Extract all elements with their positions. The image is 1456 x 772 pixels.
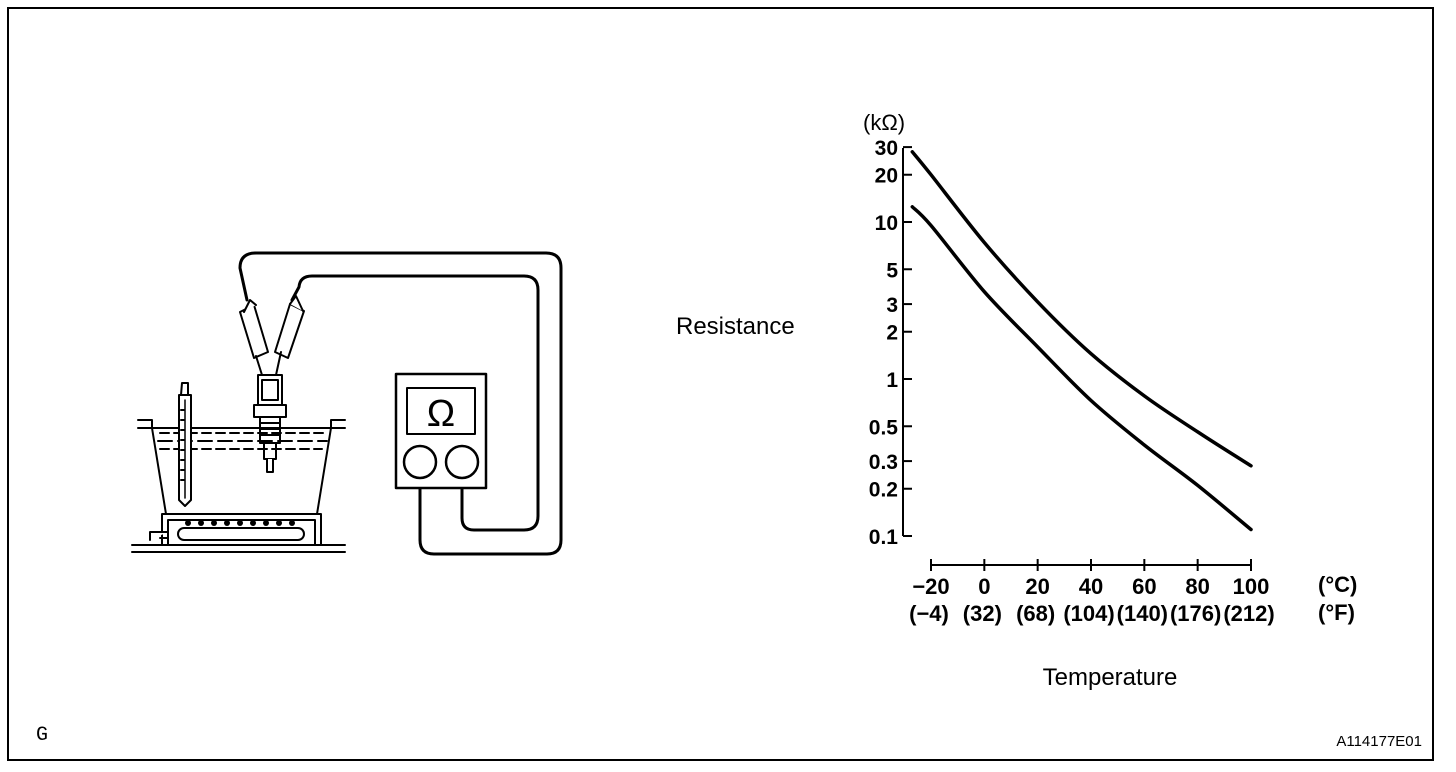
x-axis-title: Temperature <box>1043 664 1178 691</box>
x-tick-label-celsius: 20 <box>1025 574 1049 599</box>
lower-limit-curve <box>910 205 1253 532</box>
y-tick-label: 30 <box>875 137 898 160</box>
ohm-symbol: Ω <box>427 393 455 435</box>
y-tick-label: 0.1 <box>869 526 899 549</box>
x-tick-label-fahrenheit: (32) <box>963 601 1002 626</box>
figure-id: A114177E01 <box>1336 733 1422 750</box>
y-tick-label: 0.2 <box>869 479 898 502</box>
x-tick-label-fahrenheit: (212) <box>1223 601 1274 626</box>
x-tick-label-fahrenheit: (68) <box>1016 601 1055 626</box>
figure-frame <box>7 7 1434 761</box>
x-tick-label-fahrenheit: (104) <box>1063 601 1114 626</box>
x-tick-label-celsius: 0 <box>978 574 990 599</box>
x-tick-label-celsius: 40 <box>1079 574 1103 599</box>
y-tick-label: 2 <box>886 322 898 345</box>
probe-handles <box>239 295 305 376</box>
y-tick-label: 0.3 <box>869 451 898 474</box>
x-tick-label-fahrenheit: (176) <box>1170 601 1221 626</box>
test-leads <box>238 251 563 556</box>
y-tick-label: 10 <box>875 212 898 235</box>
x-tick-label-celsius: 80 <box>1185 574 1209 599</box>
ohmmeter <box>394 372 488 490</box>
y-axis-ticks: 30 20 10 5 3 2 1 0.5 0.3 0.2 0.1 <box>869 137 912 549</box>
y-unit-label: (kΩ) <box>863 110 905 135</box>
y-tick-label: 0.5 <box>869 416 899 439</box>
x-tick-label-celsius: 100 <box>1233 574 1270 599</box>
thermometer <box>178 382 192 507</box>
test-setup-illustration <box>131 251 563 556</box>
y-tick-label: 5 <box>886 259 898 282</box>
x-axis-ticks: −20(−4) 0(32) 20(68) 40(104) 60(140) 80(176) 1… <box>909 559 1275 626</box>
upper-limit-curve <box>910 150 1253 468</box>
heater <box>131 519 346 553</box>
section-code: G <box>36 724 48 747</box>
burner-flames <box>185 520 295 526</box>
y-tick-label: 1 <box>886 369 898 392</box>
resistance-graph: (kΩ) Resistance Temperature (°C) (°F) 30… <box>676 110 1357 691</box>
temperature-sensor <box>253 374 287 473</box>
x-tick-label-celsius: −20 <box>912 574 949 599</box>
curves <box>910 150 1253 532</box>
x-tick-label-celsius: 60 <box>1132 574 1156 599</box>
y-tick-label: 3 <box>886 294 898 317</box>
x-unit-fahrenheit: (°F) <box>1318 600 1355 625</box>
y-tick-label: 20 <box>875 165 898 188</box>
x-unit-celsius: (°C) <box>1318 572 1357 597</box>
x-tick-label-fahrenheit: (−4) <box>909 601 949 626</box>
x-tick-label-fahrenheit: (140) <box>1117 601 1168 626</box>
y-axis-title: Resistance <box>676 313 795 340</box>
